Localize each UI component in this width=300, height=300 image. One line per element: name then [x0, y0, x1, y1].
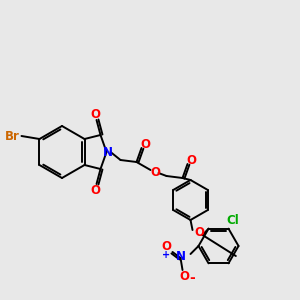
Text: O: O: [91, 107, 100, 121]
Text: O: O: [91, 184, 100, 196]
Text: O: O: [151, 166, 160, 178]
Text: -: -: [190, 271, 195, 285]
Text: O: O: [161, 241, 172, 254]
Text: O: O: [187, 154, 196, 166]
Text: O: O: [194, 226, 205, 239]
Text: Cl: Cl: [226, 214, 239, 227]
Text: O: O: [179, 269, 190, 283]
Text: N: N: [103, 146, 112, 158]
Text: +: +: [163, 250, 171, 260]
Text: O: O: [140, 137, 151, 151]
Text: N: N: [176, 250, 185, 262]
Text: Br: Br: [4, 130, 20, 142]
